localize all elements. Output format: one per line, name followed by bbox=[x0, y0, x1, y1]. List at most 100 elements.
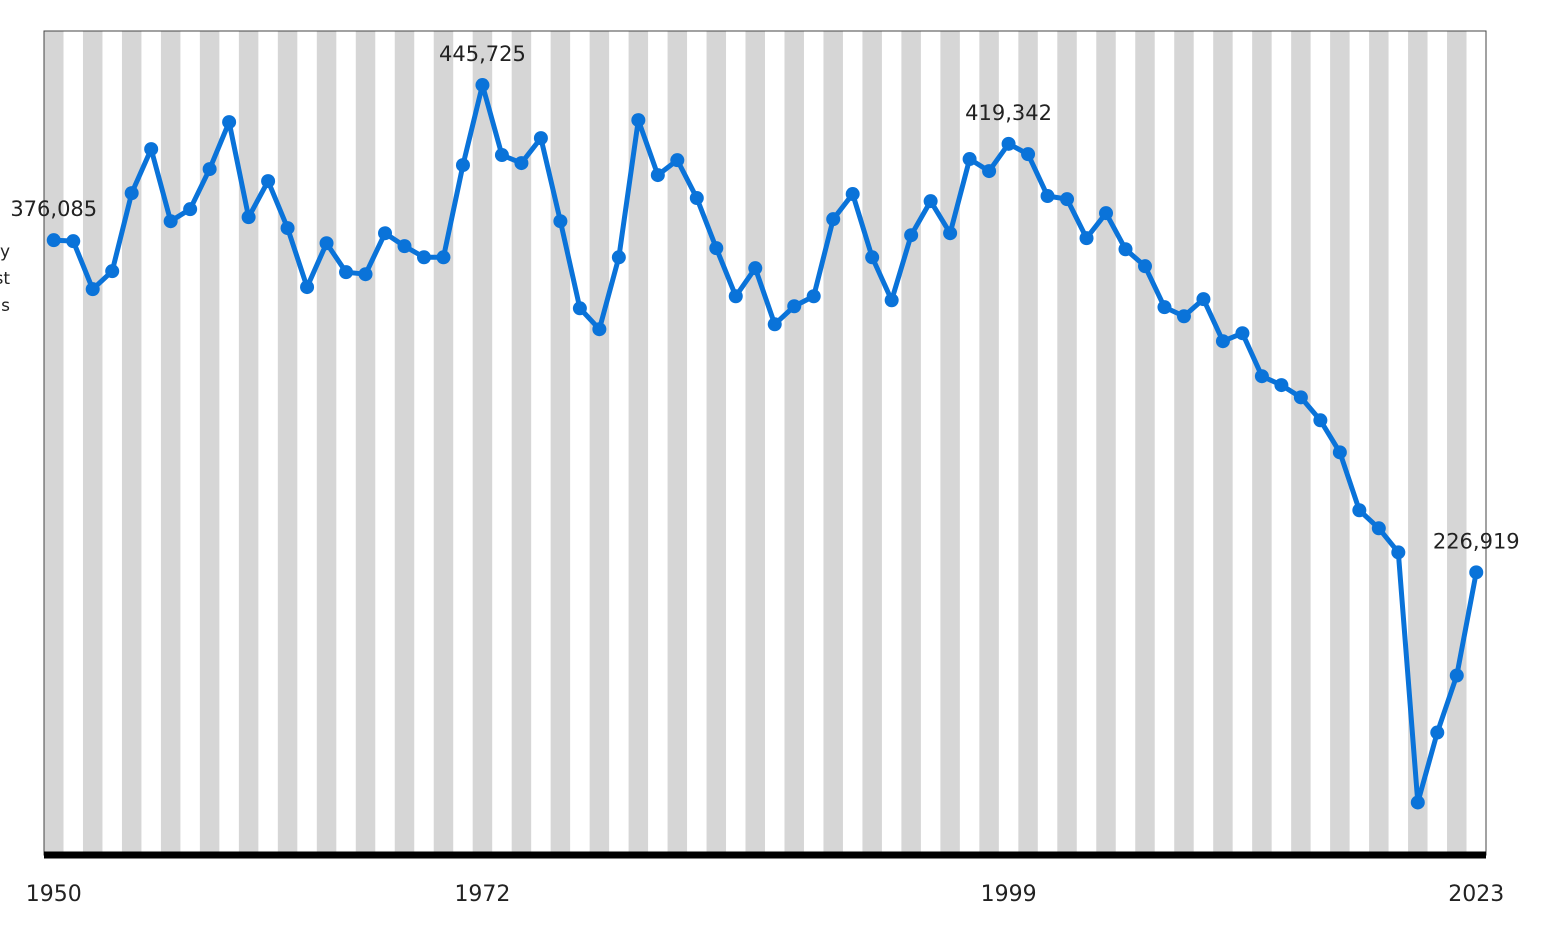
point bbox=[397, 239, 412, 254]
point bbox=[787, 299, 802, 314]
point bbox=[144, 142, 159, 157]
point bbox=[514, 156, 529, 171]
stripe bbox=[1213, 31, 1233, 855]
point bbox=[1391, 545, 1406, 560]
point bbox=[124, 186, 139, 201]
value-label: 445,725 bbox=[439, 42, 526, 66]
stripe bbox=[277, 31, 298, 855]
point bbox=[46, 233, 61, 248]
point bbox=[1371, 521, 1386, 536]
stripe bbox=[1135, 31, 1155, 855]
point bbox=[592, 322, 607, 337]
point bbox=[631, 113, 646, 128]
stripe bbox=[121, 31, 142, 855]
point bbox=[1060, 192, 1075, 207]
point bbox=[689, 191, 704, 206]
point bbox=[222, 115, 237, 130]
stripe bbox=[940, 31, 960, 855]
point bbox=[1137, 259, 1152, 274]
stripe bbox=[1096, 31, 1116, 855]
value-label: 419,342 bbox=[965, 101, 1052, 125]
stripe bbox=[862, 31, 882, 855]
stripe bbox=[1057, 31, 1077, 855]
point bbox=[943, 226, 958, 241]
stripe bbox=[44, 31, 64, 855]
x-tick-label: 2023 bbox=[1448, 882, 1504, 907]
point bbox=[553, 214, 568, 229]
point bbox=[767, 317, 782, 332]
stripe bbox=[745, 31, 765, 855]
point bbox=[241, 210, 256, 225]
point bbox=[339, 265, 354, 280]
point bbox=[709, 241, 724, 256]
stripe bbox=[82, 31, 103, 855]
point bbox=[66, 234, 81, 249]
point bbox=[436, 250, 451, 265]
point bbox=[494, 148, 509, 163]
point bbox=[1410, 795, 1425, 810]
point bbox=[1430, 725, 1445, 740]
point bbox=[845, 187, 860, 202]
point bbox=[455, 158, 470, 173]
point bbox=[1040, 189, 1055, 204]
x-tick-label: 1999 bbox=[981, 882, 1037, 907]
point bbox=[1001, 136, 1016, 151]
stripe bbox=[1408, 31, 1428, 855]
point bbox=[1157, 300, 1172, 315]
point bbox=[650, 168, 665, 183]
stripe bbox=[316, 31, 337, 855]
point bbox=[163, 214, 178, 229]
point bbox=[982, 164, 997, 179]
point bbox=[85, 282, 100, 297]
point bbox=[1293, 390, 1308, 405]
point bbox=[183, 202, 198, 217]
point bbox=[611, 250, 626, 265]
point bbox=[1352, 503, 1367, 518]
point bbox=[728, 289, 743, 304]
stripe bbox=[979, 31, 999, 855]
stripe bbox=[238, 31, 259, 855]
point bbox=[105, 264, 120, 279]
point bbox=[1254, 369, 1269, 384]
point bbox=[670, 153, 685, 168]
value-label: 376,085 bbox=[10, 197, 97, 221]
stripe bbox=[1018, 31, 1038, 855]
point bbox=[1313, 413, 1328, 428]
stripe bbox=[706, 31, 727, 855]
point bbox=[319, 236, 334, 251]
stripe bbox=[394, 31, 415, 855]
x-tick-label: 1972 bbox=[454, 882, 510, 907]
stripe bbox=[550, 31, 571, 855]
point bbox=[261, 174, 276, 189]
point bbox=[280, 221, 295, 236]
stripe bbox=[511, 31, 532, 855]
stripe bbox=[1252, 31, 1272, 855]
point bbox=[884, 293, 899, 308]
stripe bbox=[199, 31, 220, 855]
stripe bbox=[1447, 31, 1467, 855]
x-tick-label: 1950 bbox=[26, 882, 82, 907]
stripe bbox=[355, 31, 376, 855]
value-label: 226,919 bbox=[1433, 529, 1520, 553]
point bbox=[865, 250, 880, 265]
point bbox=[1176, 309, 1191, 324]
point bbox=[962, 152, 977, 167]
point bbox=[1332, 445, 1347, 460]
point bbox=[378, 226, 393, 241]
point bbox=[748, 261, 763, 276]
stripe bbox=[901, 31, 921, 855]
point bbox=[416, 250, 431, 265]
point bbox=[1215, 334, 1230, 349]
point bbox=[300, 280, 315, 295]
stripe bbox=[1291, 31, 1311, 855]
point bbox=[358, 267, 373, 282]
stripe bbox=[667, 31, 688, 855]
stripe bbox=[823, 31, 843, 855]
stripe bbox=[472, 31, 493, 855]
point bbox=[1099, 206, 1114, 221]
stripe bbox=[1369, 31, 1389, 855]
point bbox=[1118, 242, 1133, 257]
point bbox=[1449, 668, 1464, 683]
point bbox=[923, 194, 938, 209]
